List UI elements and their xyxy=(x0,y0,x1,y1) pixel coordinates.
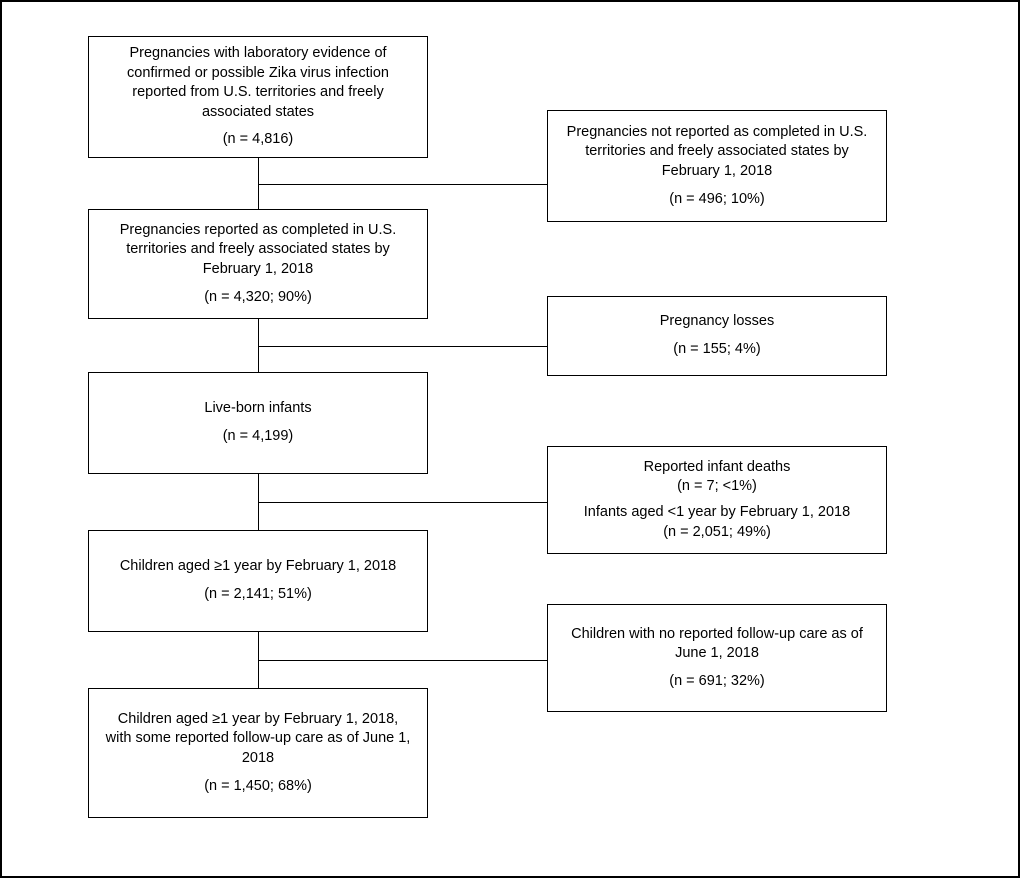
node-live-born: Live-born infants (n = 4,199) xyxy=(88,372,428,474)
node-stat: (n = 691; 32%) xyxy=(669,672,765,692)
connector-horizontal xyxy=(258,184,547,185)
connector-horizontal xyxy=(258,660,547,661)
node-text: Pregnancies reported as completed in U.S… xyxy=(103,221,413,280)
node-pregnancies-completed: Pregnancies reported as completed in U.S… xyxy=(88,209,428,319)
node-text-b: Infants aged <1 year by February 1, 2018 xyxy=(584,503,850,523)
node-text: Children with no reported follow-up care… xyxy=(562,625,872,664)
node-not-completed: Pregnancies not reported as completed in… xyxy=(547,110,887,222)
node-no-followup: Children with no reported follow-up care… xyxy=(547,604,887,712)
node-pregnancies-total: Pregnancies with laboratory evidence of … xyxy=(88,36,428,158)
node-text-a: Reported infant deaths xyxy=(644,458,791,478)
node-stat: (n = 4,199) xyxy=(223,427,294,447)
node-stat: (n = 496; 10%) xyxy=(669,190,765,210)
node-text: Pregnancies with laboratory evidence of … xyxy=(103,44,413,122)
node-stat-b: (n = 2,051; 49%) xyxy=(663,523,771,543)
node-children-followup: Children aged ≥1 year by February 1, 201… xyxy=(88,688,428,818)
node-stat: (n = 155; 4%) xyxy=(673,340,760,360)
node-text: Pregnancy losses xyxy=(660,312,774,332)
connector-horizontal xyxy=(258,502,547,503)
node-text: Pregnancies not reported as completed in… xyxy=(562,123,872,182)
node-stat-a: (n = 7; <1%) xyxy=(677,477,757,497)
node-text: Children aged ≥1 year by February 1, 201… xyxy=(103,710,413,769)
node-stat: (n = 4,320; 90%) xyxy=(204,288,312,308)
node-stat: (n = 1,450; 68%) xyxy=(204,777,312,797)
diagram-frame: Pregnancies with laboratory evidence of … xyxy=(0,0,1020,878)
connector-horizontal xyxy=(258,346,547,347)
node-stat: (n = 4,816) xyxy=(223,130,294,150)
node-text: Children aged ≥1 year by February 1, 201… xyxy=(120,557,396,577)
node-text: Live-born infants xyxy=(204,399,311,419)
node-infant-deaths-and-under1: Reported infant deaths (n = 7; <1%) Infa… xyxy=(547,446,887,554)
node-children-1yr: Children aged ≥1 year by February 1, 201… xyxy=(88,530,428,632)
node-stat: (n = 2,141; 51%) xyxy=(204,585,312,605)
node-pregnancy-losses: Pregnancy losses (n = 155; 4%) xyxy=(547,296,887,376)
